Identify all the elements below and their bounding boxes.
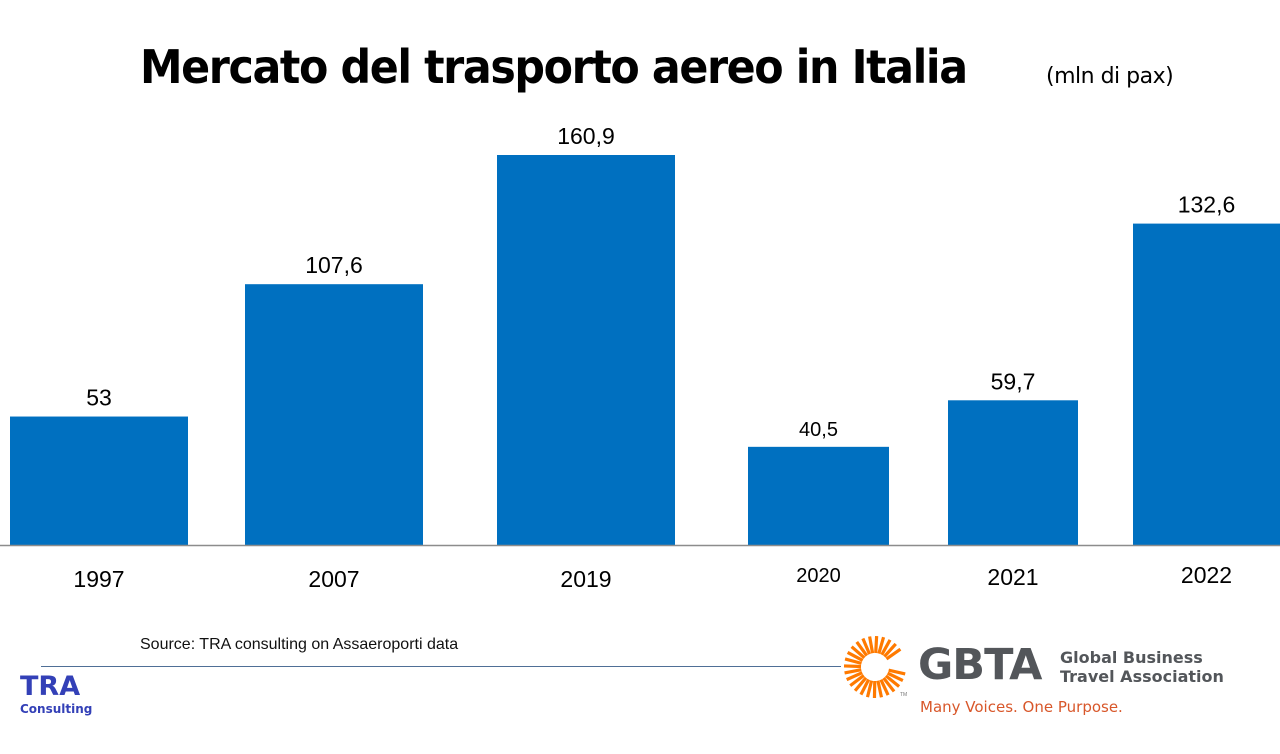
sunburst-ray [853,676,868,692]
gbta-name-line2: Travel Association [1060,667,1224,686]
gbta-name: Global Business Travel Association [1060,648,1224,686]
value-label-2019: 160,9 [557,123,615,149]
sunburst-ray [855,640,869,657]
value-label-2022: 132,6 [1178,192,1236,218]
sunburst-ray [844,668,862,675]
sunburst-ray [884,674,901,688]
bar-1997 [10,416,188,545]
bar-2021 [948,400,1078,545]
chart-unit: (mln di pax) [1046,64,1174,89]
sunburst-ray [846,671,863,682]
sunburst-ray [874,635,879,654]
gbta-tagline: Many Voices. One Purpose. [920,698,1123,716]
chart-title-wrap: Mercato del trasporto aereo in Italia [140,40,1029,94]
value-label-2007: 107,6 [305,252,363,278]
sunburst-ray [883,642,897,658]
tra-consulting-logo: TRA Consulting [20,671,93,717]
value-label-1997: 53 [86,385,112,411]
x-tick-label-2022: 2022 [1181,562,1232,588]
sunburst-ray [861,637,872,655]
sunburst-ray [849,674,865,687]
sunburst-ray [876,680,884,698]
sunburst-ray [859,678,871,696]
sunburst-ray [888,668,906,676]
value-labels-group: 53 107,6 160,9 40,5 59,7 132,6 [86,123,1235,441]
bar-chart: 53 107,6 160,9 40,5 59,7 132,6 1997 2007 2019 20… [0,123,1280,592]
sunburst-ray [885,647,902,661]
sunburst-ray [868,636,875,654]
x-tick-label-2019: 2019 [560,566,611,592]
value-label-2020: 40,5 [799,419,838,441]
sunburst-icon [843,635,906,699]
bar-2020 [748,446,889,545]
x-tick-labels-group: 1997 2007 2019 2020 2021 2022 [73,562,1232,592]
x-tick-label-2020: 2020 [796,565,841,587]
x-tick-label-2021: 2021 [987,564,1038,590]
footer-divider [41,666,841,667]
sunburst-ray [844,657,862,665]
sunburst-ray [850,645,866,660]
sunburst-ray [880,639,892,656]
gbta-wordmark: GBTA [918,640,1042,690]
x-tick-label-1997: 1997 [73,566,124,592]
sunburst-ray [882,677,896,693]
bars-group [10,155,1280,545]
source-note: Source: TRA consulting on Assaeroporti d… [140,636,459,653]
sunburst-ray [843,664,862,669]
sunburst-ray [879,679,890,696]
x-tick-label-2007: 2007 [308,566,359,592]
tra-logo-text: TRA [20,671,81,702]
sunburst-ray [877,636,886,654]
bar-2007 [245,284,423,545]
bar-2022 [1133,223,1280,545]
sunburst-ray [886,671,904,683]
bar-2019 [497,155,675,545]
trademark-mark: TM [900,692,908,698]
gbta-name-line1: Global Business [1060,648,1203,667]
chart-title: Mercato del trasporto aereo in Italia [140,40,968,94]
sunburst-ray [846,651,864,662]
sunburst-ray [865,680,874,698]
value-label-2021: 59,7 [991,368,1036,394]
tra-logo-subtext: Consulting [20,702,93,716]
